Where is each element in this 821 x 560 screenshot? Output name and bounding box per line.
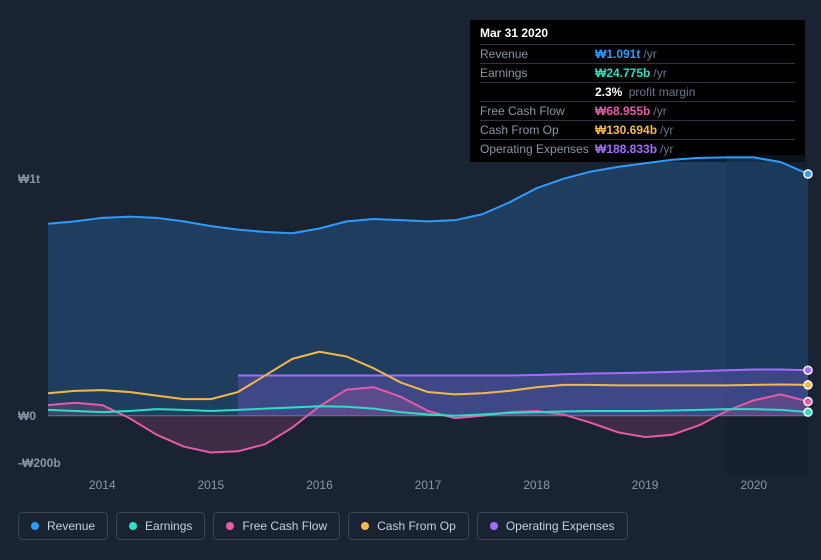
tooltip-row-value: ₩1.091t — [595, 47, 640, 61]
legend-dot-icon — [361, 522, 369, 530]
tooltip-row-label: Operating Expenses — [480, 142, 595, 156]
x-axis-label: 2016 — [306, 478, 333, 492]
chart-plot-area[interactable] — [48, 155, 808, 475]
tooltip-row-value: ₩130.694b — [595, 123, 657, 137]
x-axis: 2014 2015 2016 2017 2018 2019 2020 — [48, 478, 808, 498]
tooltip-row-suffix: /yr — [653, 66, 666, 80]
x-axis-label: 2015 — [197, 478, 224, 492]
series-end-dot-earnings[interactable] — [804, 408, 812, 416]
series-end-dot-cash-from-op[interactable] — [804, 381, 812, 389]
tooltip-row: Cash From Op₩130.694b/yr — [480, 120, 795, 139]
x-axis-label: 2018 — [523, 478, 550, 492]
tooltip-row-label: Earnings — [480, 66, 595, 80]
legend-item-operating-expenses[interactable]: Operating Expenses — [477, 512, 628, 540]
tooltip-row: Earnings₩24.775b/yr — [480, 63, 795, 82]
chart-tooltip: Mar 31 2020 Revenue₩1.091t/yrEarnings₩24… — [470, 20, 805, 162]
financial-chart[interactable]: ₩1t₩0-₩200b — [18, 155, 808, 475]
tooltip-row-value: ₩24.775b — [595, 66, 650, 80]
legend-label: Revenue — [47, 519, 95, 533]
legend-label: Cash From Op — [377, 519, 456, 533]
legend-label: Operating Expenses — [506, 519, 615, 533]
y-axis-label: ₩0 — [18, 409, 36, 423]
legend-item-revenue[interactable]: Revenue — [18, 512, 108, 540]
tooltip-row-value: ₩188.833b — [595, 142, 657, 156]
tooltip-row-label: Free Cash Flow — [480, 104, 595, 118]
tooltip-row: Revenue₩1.091t/yr — [480, 44, 795, 63]
tooltip-margin-label: profit margin — [629, 85, 696, 99]
legend-dot-icon — [226, 522, 234, 530]
legend-label: Earnings — [145, 519, 192, 533]
x-axis-label: 2019 — [632, 478, 659, 492]
x-axis-label: 2017 — [415, 478, 442, 492]
tooltip-row-label: Cash From Op — [480, 123, 595, 137]
legend-dot-icon — [129, 522, 137, 530]
tooltip-row-suffix: /yr — [660, 142, 673, 156]
tooltip-row: Free Cash Flow₩68.955b/yr — [480, 101, 795, 120]
x-axis-label: 2014 — [89, 478, 116, 492]
y-axis-label: ₩1t — [18, 172, 40, 186]
legend-item-cash-from-op[interactable]: Cash From Op — [348, 512, 469, 540]
series-end-dot-operating-expenses[interactable] — [804, 366, 812, 374]
tooltip-margin-pct: 2.3% — [595, 85, 622, 99]
x-axis-label: 2020 — [740, 478, 767, 492]
chart-legend: Revenue Earnings Free Cash Flow Cash From O… — [18, 512, 628, 540]
legend-dot-icon — [31, 522, 39, 530]
tooltip-row-suffix: /yr — [653, 104, 666, 118]
legend-item-earnings[interactable]: Earnings — [116, 512, 205, 540]
tooltip-row-label: Revenue — [480, 47, 595, 61]
tooltip-date: Mar 31 2020 — [480, 26, 795, 40]
legend-label: Free Cash Flow — [242, 519, 327, 533]
tooltip-row-value: ₩68.955b — [595, 104, 650, 118]
series-end-dot-revenue[interactable] — [804, 170, 812, 178]
tooltip-margin-row: 2.3% profit margin — [480, 82, 795, 101]
legend-item-free-cash-flow[interactable]: Free Cash Flow — [213, 512, 340, 540]
tooltip-row-suffix: /yr — [643, 47, 656, 61]
legend-dot-icon — [490, 522, 498, 530]
tooltip-row-suffix: /yr — [660, 123, 673, 137]
series-end-dot-free-cash-flow[interactable] — [804, 398, 812, 406]
